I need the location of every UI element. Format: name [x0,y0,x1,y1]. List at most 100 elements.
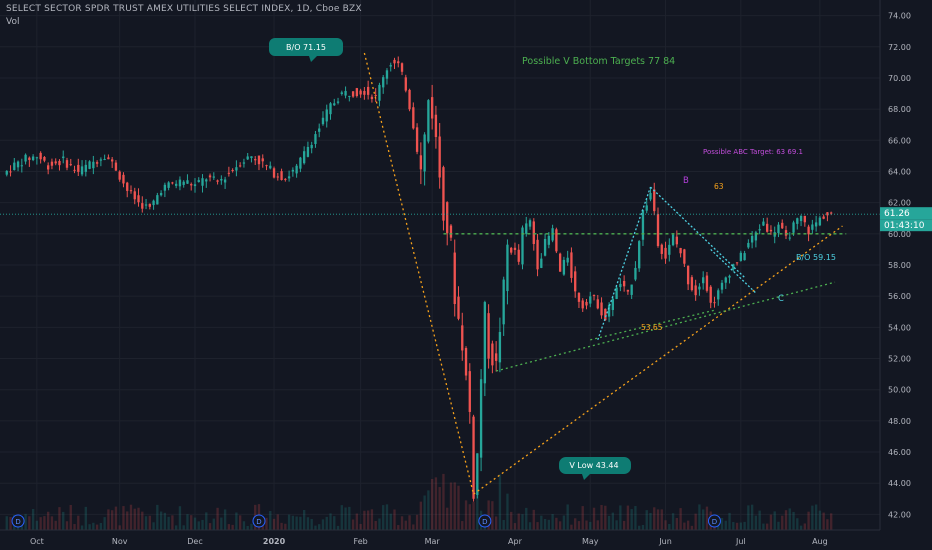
volume-bar [626,505,630,530]
candle-body [517,249,520,262]
candle-body [269,165,272,169]
volume-bar [464,500,468,530]
volume-bar [261,525,264,530]
volume-bar [577,521,581,530]
volume-bar [238,515,242,530]
volume-bar [31,508,35,530]
price-tick-label: 56.00 [888,292,911,301]
candle-body [190,184,193,186]
volume-bar [818,510,822,530]
volume-bar [9,516,12,530]
candle-body [276,176,279,178]
volume-bar [814,504,818,530]
volume-bar [329,513,332,530]
candle-body [404,77,407,91]
candle-body [50,161,54,166]
candle-body [351,91,355,97]
candle-body [438,136,441,178]
candle-body [178,179,182,187]
volume-bar [796,518,799,530]
price-tick-label: 62.00 [888,199,911,208]
volume-bar [393,509,396,530]
volume-bar [382,505,385,530]
candle-body [366,86,370,95]
volume-bar [766,523,769,530]
volume-bar [355,513,359,530]
volume-bar [107,509,110,530]
volume-bar [679,508,682,530]
time-tick-label: Mar [425,537,441,546]
volume-bar [596,520,599,530]
volume-bar [366,510,370,530]
volume-bar [543,519,547,530]
volume-bar [321,519,325,530]
candle-body [728,275,731,278]
candle-body [491,343,494,366]
volume-bar [190,515,193,530]
price-tick-label: 42.00 [888,510,911,519]
candle-body [254,159,257,161]
candle-body [348,95,351,97]
candle-body [449,225,453,238]
candle-body [363,90,366,95]
time-tick-label: May [582,537,599,546]
candle-body [830,212,833,214]
candle-body [589,296,592,304]
volume-bar [276,514,279,530]
candle-body [393,59,396,64]
volume-bar [675,517,679,530]
dividend-marker-label: D [256,518,261,526]
candle-body [126,182,129,191]
volume-bar [604,505,607,530]
volume-bar [400,516,404,530]
price-tick-label: 74.00 [888,12,911,21]
price-tick-label: 72.00 [888,43,911,52]
candle-body [159,192,163,196]
candle-body [814,222,818,227]
price-axis-ticks[interactable]: 74.00 72.00 70.00 68.00 66.00 64.00 62.00 60.00… [888,12,911,520]
label-53-65: 53.65 [641,323,663,332]
candle-body [532,221,535,245]
candle-body [284,178,287,180]
chart-title: SELECT SECTOR SPDR TRUST AMEX UTILITIES … [6,4,362,14]
price-tick-label: 50.00 [888,386,911,395]
candle-body [758,229,761,231]
volume-bar [397,525,400,530]
candle-body [679,247,682,254]
bo-71-callout: B/O 71.15 [269,38,343,62]
volume-bar [826,519,829,530]
trendlines [0,52,880,495]
candle-body [400,63,404,72]
volume-bar [705,506,709,530]
candle-body [148,203,151,207]
volume-bar [438,487,441,530]
candle-body [619,283,622,288]
volume-bar [340,505,343,530]
volume-bar [799,525,803,530]
candle-body [385,70,389,79]
volume-bar [182,525,185,530]
volume-bar [525,507,528,530]
candle-body [261,158,264,162]
candle-body [28,157,31,161]
volume-bar [781,515,784,530]
volume-bar [208,523,212,530]
volume-bar [385,504,389,530]
candle-body [453,252,456,305]
price-tick-label: 52.00 [888,355,911,364]
time-axis-ticks[interactable]: Oct Nov Dec 2020 Feb Mar Apr May Jun Jul Aug [30,537,828,546]
candle-body [382,77,385,88]
volume-bar [830,513,833,530]
candle-body [340,92,343,94]
v-low-callout: V Low 43.44 [559,457,631,480]
volume-bar [351,519,355,530]
volume-bar [291,515,295,530]
v-low-text: V Low 43.44 [569,461,618,470]
volume-bar [378,518,381,530]
volume-bar [220,517,223,530]
volume-bar [269,511,272,530]
countdown-label: 01:43:10 [880,219,932,232]
candle-body [600,302,603,316]
